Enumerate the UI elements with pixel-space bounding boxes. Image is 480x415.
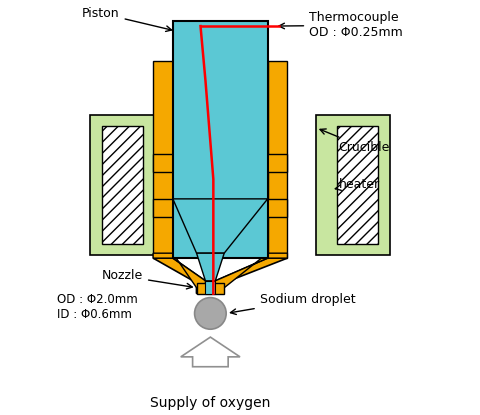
Bar (173, 21, 268, 258)
Polygon shape (216, 253, 288, 294)
Polygon shape (153, 253, 205, 294)
Bar (196, 283, 224, 294)
Polygon shape (173, 199, 268, 253)
Text: Thermocouple
OD : Φ0.25mm: Thermocouple OD : Φ0.25mm (279, 11, 403, 39)
Polygon shape (173, 159, 268, 253)
Polygon shape (196, 253, 224, 281)
Text: Supply of oxygen: Supply of oxygen (150, 396, 271, 410)
Text: heater: heater (335, 178, 380, 190)
Bar (90, 115, 164, 255)
Bar (337, 126, 378, 244)
Bar (153, 154, 188, 172)
Polygon shape (181, 337, 240, 367)
Text: Piston: Piston (82, 7, 172, 32)
Bar (253, 154, 288, 172)
Bar (316, 115, 390, 255)
Text: Nozzle: Nozzle (102, 269, 192, 289)
Polygon shape (153, 258, 288, 293)
Bar (153, 61, 173, 258)
Bar (102, 126, 143, 244)
Text: OD : Φ2.0mm
ID : Φ0.6mm: OD : Φ2.0mm ID : Φ0.6mm (57, 293, 138, 321)
Bar (153, 199, 188, 217)
Text: Sodium droplet: Sodium droplet (230, 293, 355, 315)
Bar (253, 199, 288, 217)
Bar (268, 61, 288, 258)
Text: Crucible: Crucible (320, 129, 390, 154)
Circle shape (194, 298, 226, 329)
Bar (205, 281, 216, 294)
